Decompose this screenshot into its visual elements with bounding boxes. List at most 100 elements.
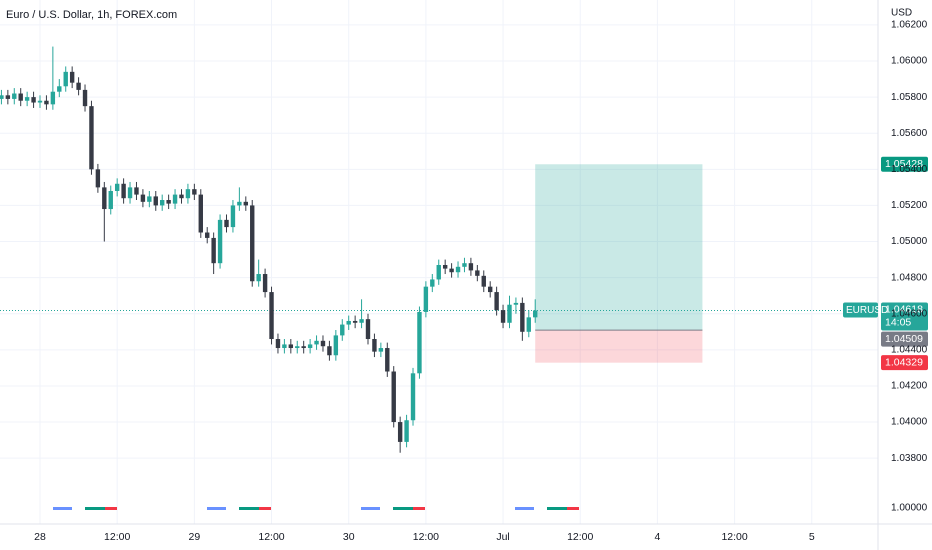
candle-body: [397, 422, 403, 442]
candle-body: [513, 302, 519, 305]
candle-body: [108, 190, 113, 210]
candle-body: [430, 279, 435, 287]
candle-body: [121, 183, 126, 199]
profit-zone: [535, 164, 703, 331]
candle-body: [44, 100, 49, 105]
candle-body: [269, 292, 274, 340]
candle-body: [417, 311, 422, 374]
y-tick-label: 1.04000: [891, 417, 928, 428]
candle-body: [378, 348, 384, 352]
candle-body: [82, 89, 88, 107]
y-tick-label: 1.05200: [891, 200, 928, 211]
candle-body: [95, 169, 101, 188]
y-tick-label: 1.04800: [891, 272, 928, 283]
candle-body: [217, 219, 223, 264]
candle-body: [333, 335, 339, 356]
plot: [0, 46, 878, 453]
x-tick-label: 29: [189, 531, 201, 543]
candle-body: [520, 302, 525, 332]
candle-body: [50, 91, 56, 105]
y-tick-label: 1.05400: [891, 164, 928, 175]
candle-body: [31, 97, 36, 103]
candle-body: [211, 237, 216, 264]
candle-body: [262, 274, 268, 293]
session-bar: [239, 507, 259, 510]
price-tag: 1.04618: [885, 303, 923, 315]
candle-body: [391, 371, 396, 423]
grid: [0, 0, 878, 524]
y-tick-label: 1.03800: [891, 453, 928, 464]
candle-body: [102, 187, 107, 210]
candle-body: [147, 196, 152, 202]
candle-body: [320, 340, 326, 347]
candle-body: [359, 319, 364, 323]
candle-body: [500, 310, 506, 323]
candle-body: [69, 71, 75, 83]
y-tick-label: 1.05000: [891, 236, 928, 247]
candle-body: [423, 286, 429, 312]
x-tick-label: 4: [654, 531, 660, 543]
y-tick-label: 1.04400: [891, 344, 928, 355]
candle-body: [365, 319, 371, 340]
candle-body: [295, 346, 300, 349]
candle-body: [288, 344, 294, 349]
session-bar: [53, 507, 72, 510]
candle-body: [307, 344, 313, 349]
session-bar: [547, 507, 567, 510]
x-tick-label: 12:00: [258, 531, 284, 543]
loss-zone: [535, 330, 703, 363]
candle-body: [12, 93, 17, 99]
symbol-tag: EURUSD: [846, 305, 888, 316]
candle-body: [282, 344, 287, 349]
candle-body: [224, 219, 229, 228]
session-bar: [393, 507, 413, 510]
y-tick-label: 1.04200: [891, 381, 928, 392]
candle-body: [230, 205, 236, 228]
session-bars: [53, 507, 579, 510]
x-tick-label: 30: [343, 531, 355, 543]
currency: USD: [891, 8, 912, 19]
candle-body: [340, 324, 345, 336]
candle-body: [301, 346, 306, 349]
candle-body: [475, 270, 480, 276]
price-tag: 1.04509: [885, 333, 923, 345]
session-bar: [567, 507, 579, 510]
session-bar: [413, 507, 425, 510]
candle-body: [256, 274, 261, 282]
y-tick-label: 1.06200: [891, 20, 928, 31]
session-bar: [361, 507, 380, 510]
candle-body: [153, 196, 158, 206]
candle-body: [18, 93, 23, 101]
price-tag: 1.05428: [885, 158, 923, 170]
candle-body: [442, 265, 448, 269]
y-tick-label: 1.05600: [891, 128, 928, 139]
y-tick-label: 1.04600: [891, 308, 928, 319]
candle-body: [166, 200, 171, 204]
candle-body: [507, 304, 512, 323]
candle-body: [243, 201, 249, 206]
candle-body: [352, 320, 358, 323]
y-tick-label: 1.05800: [891, 92, 928, 103]
x-tick-label: 5: [809, 531, 815, 543]
x-tick-label: 12:00: [721, 531, 747, 543]
candle-body: [205, 232, 210, 238]
candle-body: [481, 275, 486, 287]
candle-body: [179, 194, 184, 199]
indicator-label: 1.00000: [891, 503, 928, 514]
candle-body: [449, 268, 454, 273]
symbol-tag-bg: [843, 302, 878, 318]
candle-body: [250, 205, 255, 282]
candle-body: [487, 286, 493, 293]
candle-body: [410, 373, 416, 421]
candle-body: [89, 106, 94, 170]
candle-body: [372, 339, 377, 352]
candle-body: [275, 339, 281, 349]
candle-body: [404, 420, 409, 442]
candle-body: [114, 183, 120, 191]
candle-body: [0, 95, 4, 99]
candle-body: [346, 320, 351, 325]
candle-body: [533, 310, 538, 318]
countdown: 14:05: [885, 316, 911, 328]
